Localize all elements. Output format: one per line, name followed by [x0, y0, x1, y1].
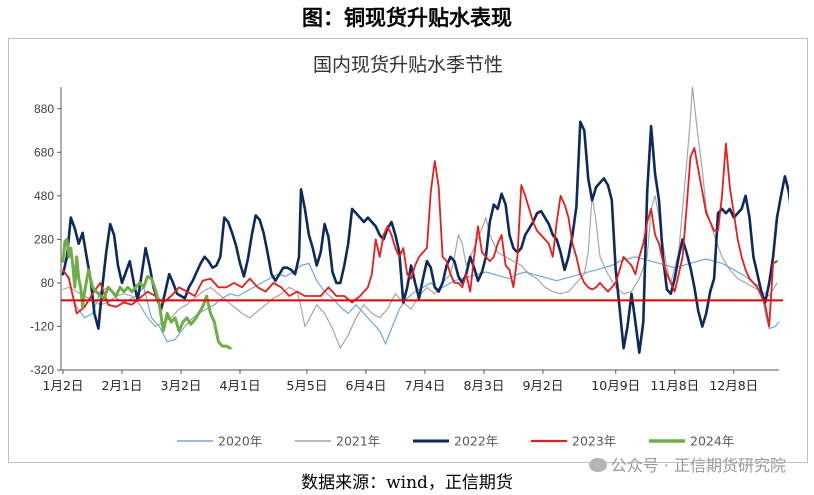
x-tick-label: 7月4日	[404, 378, 445, 393]
series-line-2023年	[62, 142, 778, 328]
y-tick-label: 280	[34, 232, 54, 246]
x-tick-label: 1月2日	[43, 378, 84, 393]
axis-layer: -320 -120 80 280 480 680 880 1月2日 2月1日 3月2日 4月1日 5月…	[30, 87, 779, 393]
chart-title: 国内现货升贴水季节性	[313, 54, 503, 76]
series-layer	[61, 86, 789, 354]
y-tick-label: 480	[34, 189, 54, 203]
x-tick-label: 11月8日	[650, 378, 699, 393]
legend-label: 2023年	[572, 434, 616, 449]
legend-label: 2021年	[336, 434, 380, 449]
x-tick-label: 6月4日	[345, 378, 386, 393]
y-tick-label: 880	[34, 102, 54, 116]
watermark-text: 公众号 · 正信期货研究院	[610, 456, 786, 475]
series-line-2022年	[61, 120, 789, 354]
y-tick-label: -320	[30, 363, 54, 377]
x-tick-label: 10月9日	[591, 378, 640, 393]
x-tick-label: 2月1日	[102, 378, 143, 393]
chart-frame: 国内现货升贴水季节性 -320 -120 80 280 480 680 880 1月2日 2月1…	[8, 38, 808, 463]
seasonal-basis-chart: 国内现货升贴水季节性 -320 -120 80 280 480 680 880 1月2日 2月1…	[30, 54, 789, 449]
x-tick-label: 3月2日	[161, 378, 202, 393]
y-tick-label: -120	[30, 319, 54, 333]
x-tick-label: 9月2日	[522, 378, 563, 393]
figure-title: 图：铜现货升贴水表现	[302, 5, 512, 30]
legend-label: 2022年	[454, 434, 498, 449]
x-tick-label: 8月3日	[463, 378, 504, 393]
x-tick-label: 12月8日	[709, 378, 758, 393]
series-line-2024年	[61, 237, 232, 350]
x-tick-label: 4月1日	[220, 378, 261, 393]
source-note: 数据来源：wind，正信期货	[301, 473, 513, 493]
y-tick-label: 80	[41, 276, 55, 290]
y-tick-label: 680	[34, 145, 54, 159]
legend: 2020年 2021年 2022年 2023年 2024年	[177, 434, 734, 449]
series-line-2021年	[62, 86, 778, 349]
legend-label: 2020年	[218, 434, 262, 449]
wechat-icon	[588, 458, 607, 472]
legend-label: 2024年	[690, 434, 734, 449]
x-tick-label: 5月5日	[286, 378, 327, 393]
watermark: 公众号 · 正信期货研究院	[588, 452, 786, 476]
series-line-2020年	[62, 256, 780, 345]
